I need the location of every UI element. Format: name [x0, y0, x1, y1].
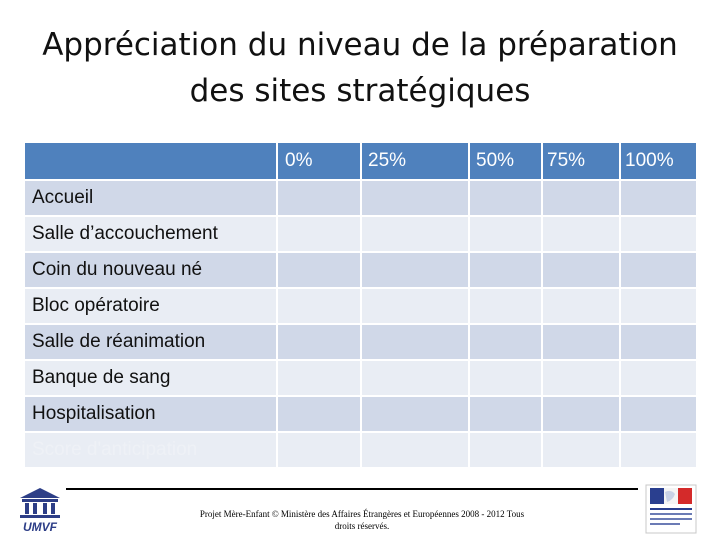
- table-header-row: 0% 25% 50% 75% 100%: [23, 141, 698, 181]
- table-cell: [360, 215, 470, 253]
- table-cell: [276, 359, 362, 397]
- table-row: Accueil: [23, 179, 698, 217]
- table-cell: [541, 395, 621, 433]
- table-cell: [276, 215, 362, 253]
- table-cell: [468, 395, 543, 433]
- header-cell-label: [23, 141, 278, 181]
- table-cell: [276, 287, 362, 325]
- header-cell-50-percent: 50%: [468, 141, 543, 181]
- table-cell: [468, 287, 543, 325]
- row-label: Bloc opératoire: [23, 287, 278, 325]
- table-cell: [468, 359, 543, 397]
- row-label: Accueil: [23, 179, 278, 217]
- french-republic-flag-icon: [645, 484, 697, 534]
- table-cell: [360, 359, 470, 397]
- table-row: Bloc opératoire: [23, 287, 698, 325]
- building-columns-icon: [20, 488, 60, 518]
- umvf-logo: UMVF: [14, 484, 66, 534]
- header-cell-75-percent: 75%: [541, 141, 621, 181]
- slide-title: Appréciation du niveau de la préparation…: [42, 27, 678, 109]
- row-label: Hospitalisation: [23, 395, 278, 433]
- table-cell: [276, 251, 362, 289]
- table-cell: [276, 323, 362, 361]
- table-cell: [541, 359, 621, 397]
- footer-divider: [66, 488, 638, 490]
- header-cell-100-percent: 100%: [619, 141, 698, 181]
- table-cell: [360, 287, 470, 325]
- table-cell: [360, 323, 470, 361]
- table-cell: [541, 179, 621, 217]
- table-cell: [360, 431, 470, 469]
- table-row: Score d'anticipation: [23, 431, 698, 469]
- table-cell: [468, 215, 543, 253]
- french-republic-logo: [645, 484, 697, 534]
- table-row: Coin du nouveau né: [23, 251, 698, 289]
- table-cell: [276, 179, 362, 217]
- table-row: Salle de réanimation: [23, 323, 698, 361]
- table-cell: [619, 323, 698, 361]
- table-cell: [541, 323, 621, 361]
- table-cell: [541, 215, 621, 253]
- table-cell: [468, 251, 543, 289]
- table-cell: [619, 359, 698, 397]
- header-cell-0-percent: 0%: [276, 141, 362, 181]
- table-row: Salle d’accouchement: [23, 215, 698, 253]
- preparation-table: 0% 25% 50% 75% 100% Accueil Salle d’acco…: [23, 141, 698, 469]
- table-cell: [468, 323, 543, 361]
- header-cell-25-percent: 25%: [360, 141, 470, 181]
- table-cell: [619, 395, 698, 433]
- table-cell: [541, 431, 621, 469]
- table-cell: [360, 251, 470, 289]
- umvf-logo-text: UMVF: [23, 520, 57, 534]
- table-row: Banque de sang: [23, 359, 698, 397]
- footer-copyright: Projet Mère-Enfant © Ministère des Affai…: [199, 509, 525, 531]
- table-cell: [619, 287, 698, 325]
- table-cell: [360, 179, 470, 217]
- row-label: Salle d’accouchement: [23, 215, 278, 253]
- table-cell: [619, 215, 698, 253]
- row-label: Banque de sang: [23, 359, 278, 397]
- table-cell: [541, 251, 621, 289]
- table-cell: [276, 431, 362, 469]
- row-label: Coin du nouveau né: [23, 251, 278, 289]
- table-cell: [276, 395, 362, 433]
- table-cell: [619, 431, 698, 469]
- table-cell: [468, 431, 543, 469]
- table-cell: [619, 251, 698, 289]
- row-label: Score d'anticipation: [23, 431, 278, 469]
- table-cell: [360, 395, 470, 433]
- table-row: Hospitalisation: [23, 395, 698, 433]
- table-cell: [468, 179, 543, 217]
- row-label: Salle de réanimation: [23, 323, 278, 361]
- table-cell: [541, 287, 621, 325]
- table-cell: [619, 179, 698, 217]
